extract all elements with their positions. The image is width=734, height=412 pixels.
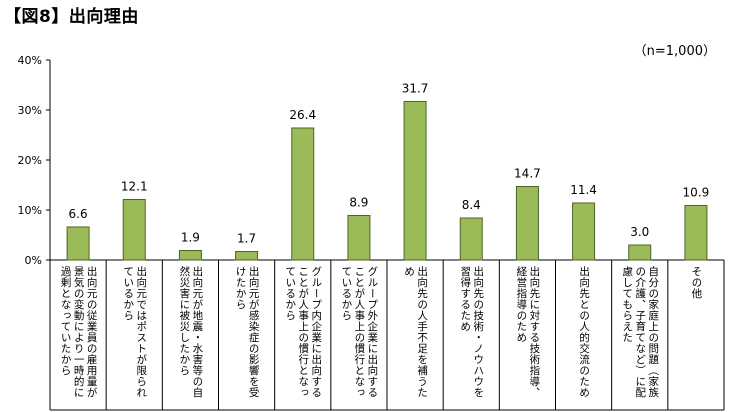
data-label: 10.9 xyxy=(683,186,710,200)
y-tick-label: 20% xyxy=(18,154,42,167)
bar xyxy=(235,251,259,261)
category-label: 出向先の人手不足を補うため xyxy=(388,266,442,406)
data-label: 6.6 xyxy=(69,207,88,221)
category-label-text: 出向元ではポストが限られているから xyxy=(122,266,148,398)
y-tick-label: 30% xyxy=(18,104,42,117)
y-tick-label: 0% xyxy=(25,254,42,267)
category-label: 出向元が地震・水害等の自然災害に被災したから xyxy=(163,266,217,406)
bar xyxy=(684,205,708,261)
category-label: その他 xyxy=(669,266,723,406)
category-label: 出向先との人的交流のため xyxy=(557,266,611,406)
category-label-text: その他 xyxy=(690,266,703,299)
chart-title: 【図8】出向理由 xyxy=(4,7,139,27)
category-label-text: 出向元の従業員の雇用量が景気の変動により一時的に過剰となっていたから xyxy=(59,266,98,398)
bar xyxy=(291,127,315,261)
bar xyxy=(459,217,483,261)
bar xyxy=(403,101,427,261)
bar xyxy=(628,244,652,261)
data-label: 3.0 xyxy=(630,225,649,239)
category-label-text: 出向元が感染症の影響を受けたから xyxy=(234,266,260,398)
category-label: 出向元ではポストが限られているから xyxy=(107,266,161,406)
category-label: 出向元の従業員の雇用量が景気の変動により一時的に過剰となっていたから xyxy=(51,266,105,406)
y-tick-label: 40% xyxy=(18,54,42,67)
category-label-text: 出向先との人的交流のため xyxy=(578,266,591,398)
data-label: 8.4 xyxy=(462,198,481,212)
category-label-text: 出向先の技術・ノウハウを習得するため xyxy=(459,266,485,398)
category-label: 出向先に対する技術指導、経営指導のため xyxy=(500,266,554,406)
category-label: 出向元が感染症の影響を受けたから xyxy=(220,266,274,406)
category-label-text: 自分の家庭上の問題（家族の介護、子育てなど）に配慮してもらえた xyxy=(621,266,660,398)
sample-size-note: （n=1,000） xyxy=(633,44,716,59)
category-label: グループ外企業に出向することが人事上の慣行となっているから xyxy=(332,266,386,406)
data-label: 12.1 xyxy=(121,180,148,194)
data-label: 11.4 xyxy=(570,183,597,197)
data-label: 1.7 xyxy=(237,232,256,246)
bar xyxy=(572,202,596,261)
category-label-text: 出向先に対する技術指導、経営指導のため xyxy=(515,266,541,398)
data-label: 1.9 xyxy=(181,231,200,245)
data-label: 31.7 xyxy=(402,82,429,96)
category-label: 自分の家庭上の問題（家族の介護、子育てなど）に配慮してもらえた xyxy=(613,266,667,406)
bar xyxy=(347,215,371,261)
category-label-text: グループ内企業に出向することが人事上の慣行となっているから xyxy=(284,266,323,398)
category-label: 出向先の技術・ノウハウを習得するため xyxy=(444,266,498,406)
bar xyxy=(178,250,202,261)
bar xyxy=(66,226,90,261)
category-label-text: 出向元が地震・水害等の自然災害に被災したから xyxy=(178,266,204,398)
bar xyxy=(122,199,146,261)
category-label-text: 出向先の人手不足を補うため xyxy=(403,266,429,398)
data-label: 8.9 xyxy=(349,196,368,210)
category-label: グループ内企業に出向することが人事上の慣行となっているから xyxy=(276,266,330,406)
data-label: 14.7 xyxy=(514,167,541,181)
category-label-text: グループ外企業に出向することが人事上の慣行となっているから xyxy=(340,266,379,398)
y-tick-label: 10% xyxy=(18,204,42,217)
bar xyxy=(515,186,539,261)
data-label: 26.4 xyxy=(289,108,316,122)
